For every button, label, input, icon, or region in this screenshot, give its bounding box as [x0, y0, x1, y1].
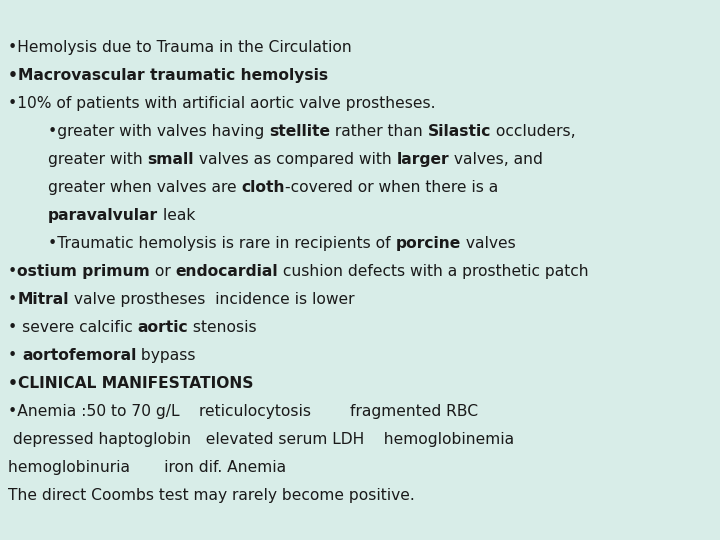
Text: cloth: cloth: [241, 180, 285, 195]
Text: valve prostheses  incidence is lower: valve prostheses incidence is lower: [68, 292, 354, 307]
Text: leak: leak: [158, 208, 196, 223]
Text: aortofemoral: aortofemoral: [22, 348, 137, 363]
Text: valves as compared with: valves as compared with: [194, 152, 397, 167]
Text: valves: valves: [461, 236, 516, 251]
Text: valves, and: valves, and: [449, 152, 544, 167]
Text: ostium primum: ostium primum: [17, 264, 150, 279]
Text: •: •: [8, 348, 22, 363]
Text: stenosis: stenosis: [188, 320, 257, 335]
Text: •Hemolysis due to Trauma in the Circulation: •Hemolysis due to Trauma in the Circulat…: [8, 40, 352, 55]
Text: hemoglobinuria       iron dif. Anemia: hemoglobinuria iron dif. Anemia: [8, 460, 286, 475]
Text: The direct Coombs test may rarely become positive.: The direct Coombs test may rarely become…: [8, 488, 415, 503]
Text: endocardial: endocardial: [176, 264, 278, 279]
Text: •Anemia :50 to 70 g/L    reticulocytosis        fragmented RBC: •Anemia :50 to 70 g/L reticulocytosis fr…: [8, 404, 478, 419]
Text: occluders,: occluders,: [491, 124, 576, 139]
Text: •Traumatic hemolysis is rare in recipients of: •Traumatic hemolysis is rare in recipien…: [48, 236, 395, 251]
Text: stellite: stellite: [269, 124, 330, 139]
Text: aortic: aortic: [138, 320, 188, 335]
Text: rather than: rather than: [330, 124, 428, 139]
Text: •: •: [8, 292, 17, 307]
Text: or: or: [150, 264, 176, 279]
Text: porcine: porcine: [395, 236, 461, 251]
Text: •CLINICAL MANIFESTATIONS: •CLINICAL MANIFESTATIONS: [8, 376, 253, 391]
Text: depressed haptoglobin   elevated serum LDH    hemoglobinemia: depressed haptoglobin elevated serum LDH…: [8, 432, 514, 447]
Text: •10% of patients with artificial aortic valve prostheses.: •10% of patients with artificial aortic …: [8, 96, 436, 111]
Text: •greater with valves having: •greater with valves having: [48, 124, 269, 139]
Text: greater with: greater with: [48, 152, 148, 167]
Text: Mitral: Mitral: [17, 292, 68, 307]
Text: larger: larger: [397, 152, 449, 167]
Text: •: •: [8, 264, 17, 279]
Text: • severe calcific: • severe calcific: [8, 320, 138, 335]
Text: •Macrovascular traumatic hemolysis: •Macrovascular traumatic hemolysis: [8, 68, 328, 83]
Text: small: small: [148, 152, 194, 167]
Text: Silastic: Silastic: [428, 124, 491, 139]
Text: cushion defects with a prosthetic patch: cushion defects with a prosthetic patch: [278, 264, 589, 279]
Text: bypass: bypass: [137, 348, 196, 363]
Text: -covered or when there is a: -covered or when there is a: [285, 180, 498, 195]
Text: greater when valves are: greater when valves are: [48, 180, 241, 195]
Text: paravalvular: paravalvular: [48, 208, 158, 223]
